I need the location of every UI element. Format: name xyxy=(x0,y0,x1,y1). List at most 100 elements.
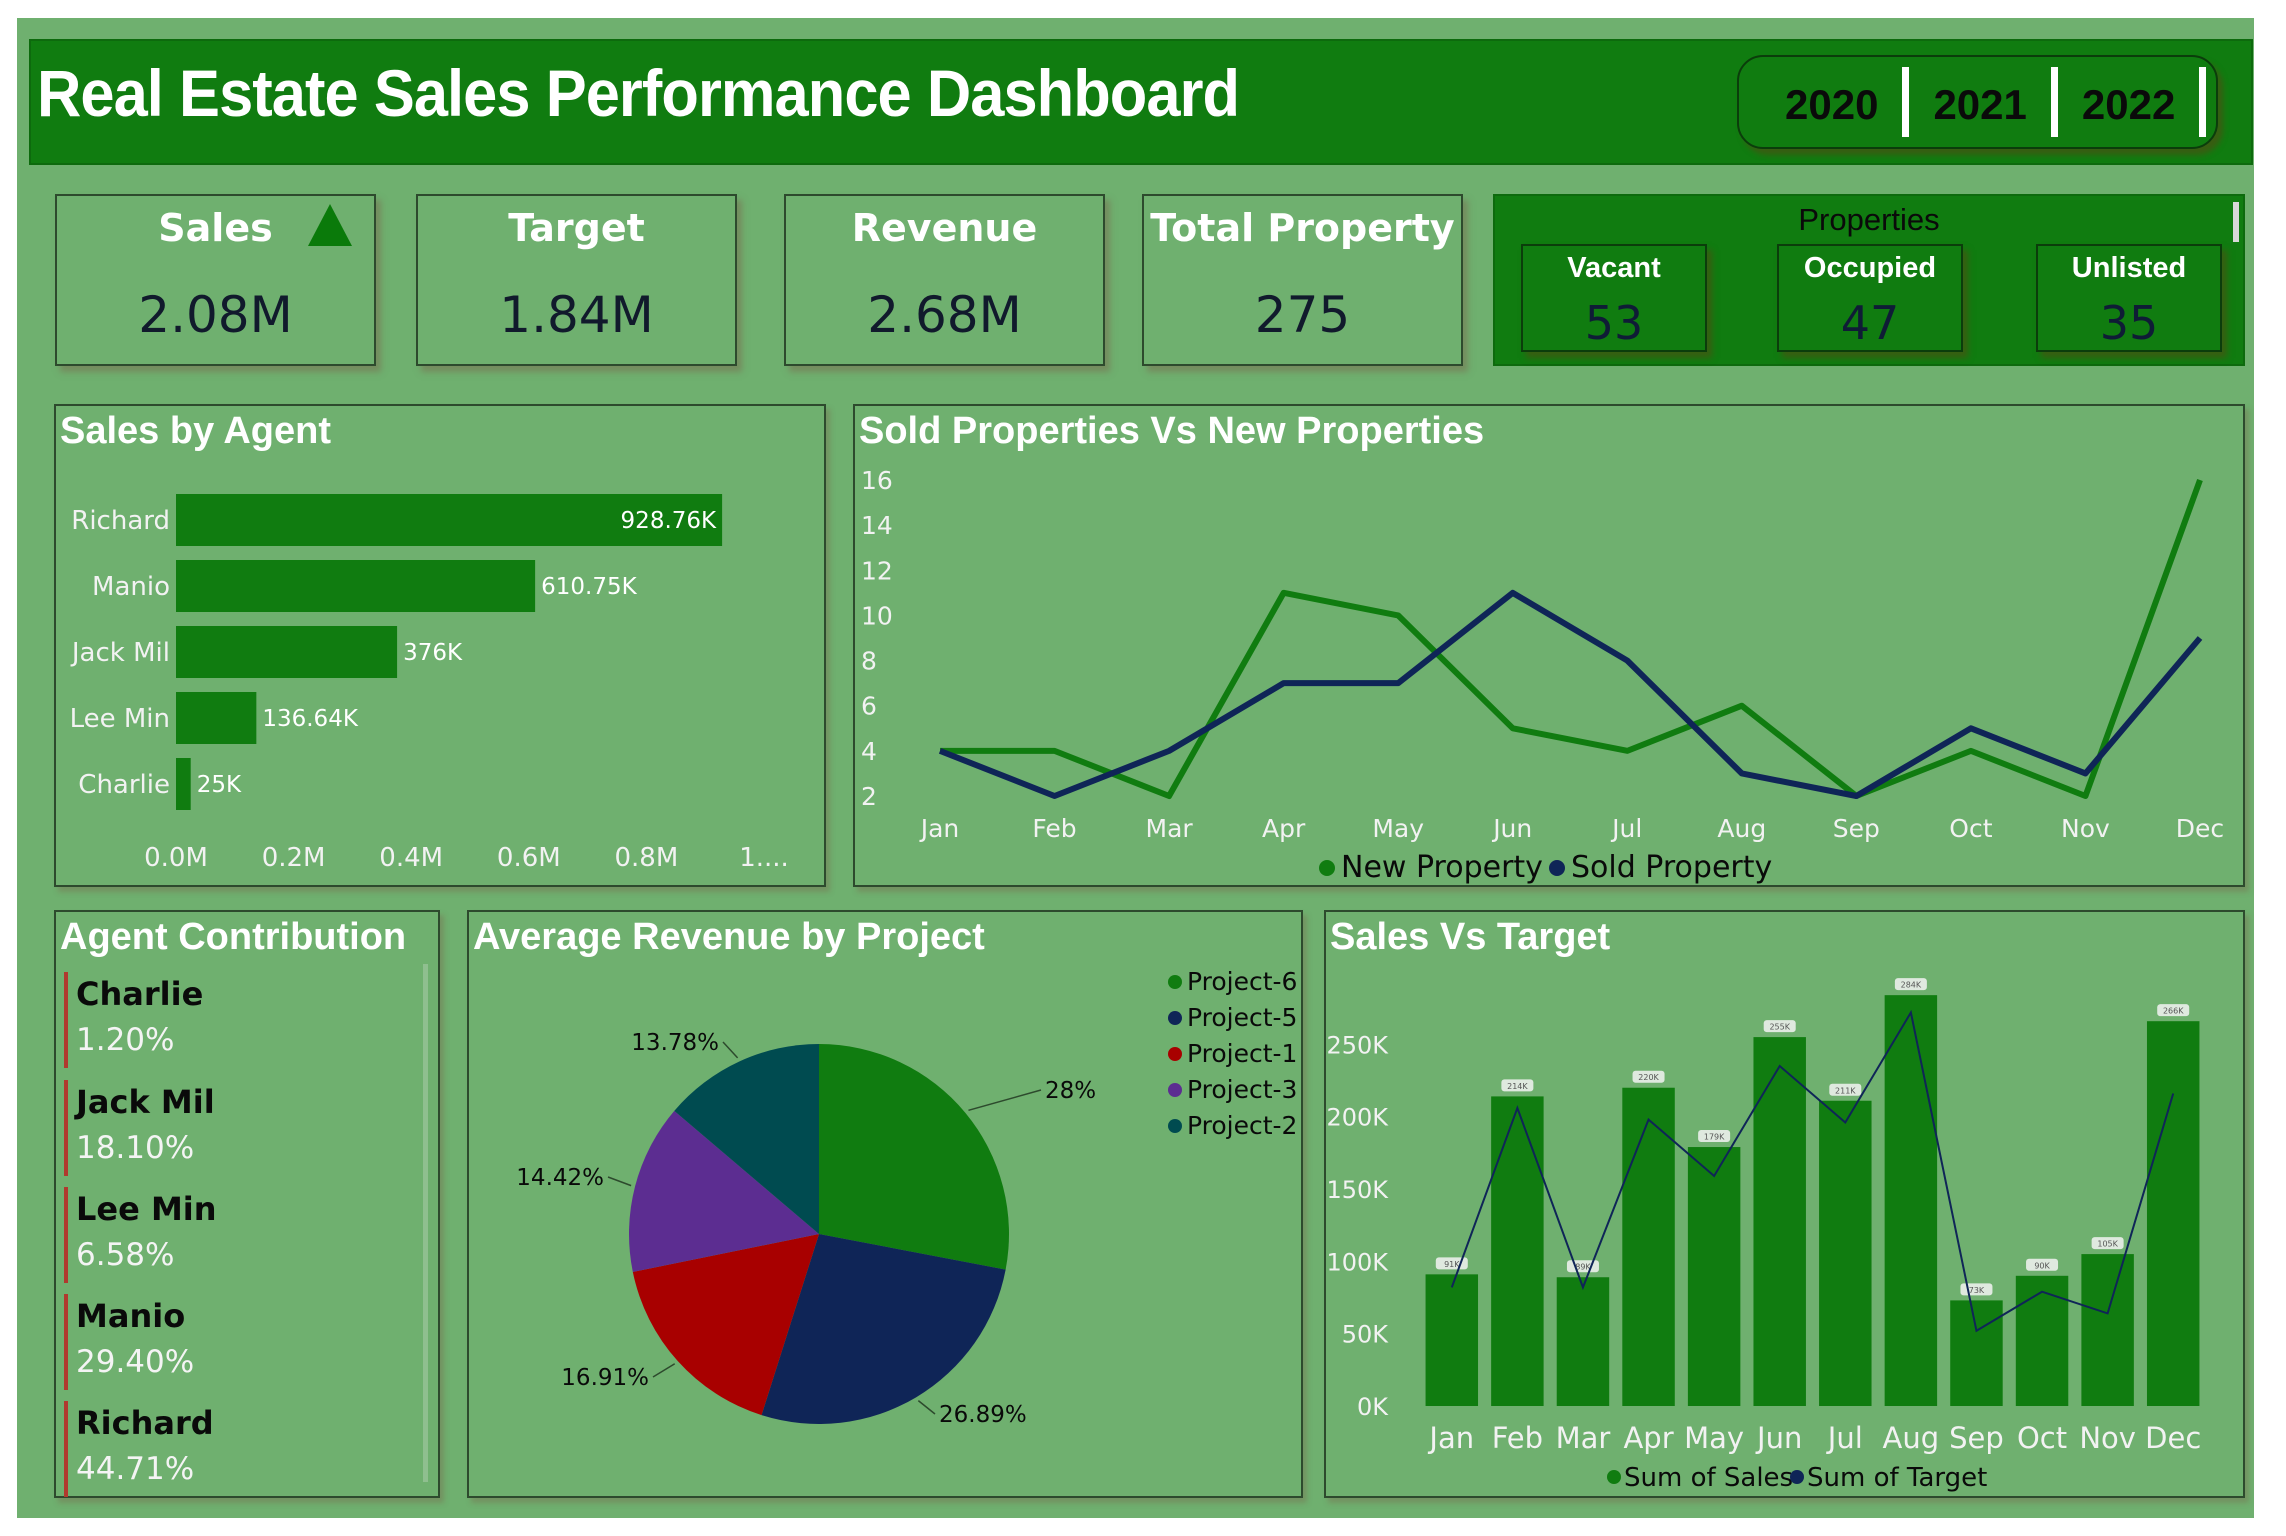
agent-pct: 18.10% xyxy=(76,1130,195,1166)
y-tick-label: 250K xyxy=(1326,1031,1389,1059)
agent-pct: 1.20% xyxy=(76,1022,175,1058)
x-tick-label: Apr xyxy=(1623,1421,1673,1455)
data-label-box xyxy=(2026,1258,2059,1271)
panel-title: Agent Contribution xyxy=(60,916,407,958)
bar xyxy=(176,494,723,546)
leader-line xyxy=(607,1176,632,1187)
x-tick-label: 0.2M xyxy=(262,843,326,873)
year-slicer: 2020 2021 2022 xyxy=(1737,55,2218,149)
bar xyxy=(2015,1275,2069,1406)
properties-panel: Properties Vacant 53 Occupied 47 Unliste… xyxy=(1493,194,2245,366)
data-label: 73K xyxy=(1969,1286,1985,1295)
category-label: Manio xyxy=(92,572,170,602)
legend-label: Project-5 xyxy=(1187,1003,1297,1032)
kpi-value: 1.84M xyxy=(499,286,654,344)
pie-slice xyxy=(632,1234,819,1416)
legend-marker xyxy=(1319,860,1335,876)
x-tick-label: Jun xyxy=(1755,1421,1802,1455)
y-tick-label: 100K xyxy=(1326,1248,1389,1276)
y-tick-label: 12 xyxy=(861,556,893,585)
kpi-value: 2.68M xyxy=(867,286,1022,344)
legend-label: Project-2 xyxy=(1187,1111,1297,1140)
category-label: Lee Min xyxy=(70,704,170,734)
legend-label: Sum of Target xyxy=(1807,1463,1987,1493)
property-card-unlisted: Unlisted 35 xyxy=(2036,244,2222,352)
bar xyxy=(176,560,536,612)
property-label: Occupied xyxy=(1803,252,1937,284)
year-option-2022[interactable]: 2022 xyxy=(2082,67,2207,137)
year-option-2021[interactable]: 2021 xyxy=(1933,67,2058,137)
x-tick-label: Sep xyxy=(1833,814,1880,843)
bar xyxy=(176,758,191,810)
kpi-card-sales: Sales 2.08M xyxy=(55,194,376,366)
data-label: 376K xyxy=(403,640,463,666)
y-tick-label: 150K xyxy=(1326,1176,1389,1204)
x-tick-label: Dec xyxy=(2176,814,2224,843)
legend-marker xyxy=(1168,1119,1182,1133)
sold-vs-new-chart: 2 4 6 8 10 12 14 16 Jan Feb Mar Apr May Jun Jul Aug Sep O… xyxy=(861,466,2224,885)
y-tick-label: 2 xyxy=(861,782,877,811)
legend-marker xyxy=(1168,975,1182,989)
properties-scrollbar[interactable] xyxy=(2233,202,2239,242)
data-label: 928.76K xyxy=(621,508,717,534)
agent-name: Lee Min xyxy=(76,1190,217,1228)
x-tick-label: May xyxy=(1684,1421,1744,1455)
x-tick-label: 0.8M xyxy=(615,843,679,873)
y-tick-label: 14 xyxy=(861,511,893,540)
kpi-label: Revenue xyxy=(851,206,1038,250)
legend-label: Project-6 xyxy=(1187,967,1297,996)
contribution-item[interactable]: Jack Mil 18.10% xyxy=(64,1080,366,1176)
data-label-box xyxy=(1698,1130,1731,1143)
agent-name: Charlie xyxy=(76,975,204,1013)
kpi-card-revenue: Revenue 2.68M xyxy=(784,194,1105,366)
kpi-card-total-property: Total Property 275 xyxy=(1142,194,1463,366)
leader-line xyxy=(722,1041,739,1059)
bar xyxy=(176,626,398,678)
contribution-item[interactable]: Richard 44.71% xyxy=(64,1401,366,1497)
y-tick-label: 200K xyxy=(1326,1104,1389,1132)
leader-line xyxy=(652,1363,676,1378)
leader-line xyxy=(968,1089,1042,1112)
contribution-scrollbar[interactable] xyxy=(423,964,428,1482)
data-label: 91K xyxy=(1444,1260,1460,1269)
avg-revenue-panel: Average Revenue by Project 28% 26.89% 16.9… xyxy=(467,910,1303,1498)
slice-label: 13.78% xyxy=(631,1030,719,1056)
data-label: 266K xyxy=(2163,1007,2184,1016)
x-tick-label: Mar xyxy=(1556,1421,1611,1455)
x-tick-label: 0.0M xyxy=(144,843,208,873)
data-label: 284K xyxy=(1901,981,1922,990)
bar xyxy=(1950,1300,2003,1406)
bar xyxy=(1556,1277,1610,1406)
legend-marker xyxy=(1549,860,1565,876)
bar xyxy=(176,692,257,744)
x-tick-label: Aug xyxy=(1883,1421,1940,1455)
bar xyxy=(1491,1096,1544,1406)
property-value: 47 xyxy=(1840,296,1900,350)
x-tick-label: Nov xyxy=(2079,1421,2136,1455)
x-tick-label: Jul xyxy=(1826,1421,1863,1455)
data-label-box xyxy=(1763,1020,1796,1033)
agent-pct: 6.58% xyxy=(76,1237,175,1273)
data-label: 90K xyxy=(2034,1261,2050,1270)
legend-marker xyxy=(1168,1047,1182,1061)
x-tick-label: Dec xyxy=(2145,1421,2201,1455)
data-label: 255K xyxy=(1769,1023,1790,1032)
slice-label: 14.42% xyxy=(516,1165,604,1191)
kpi-label: Target xyxy=(508,206,645,250)
agent-name: Jack Mil xyxy=(76,1083,215,1121)
agent-contribution-panel: Agent Contribution Charlie 1.20% Jack Mi… xyxy=(54,910,440,1498)
contribution-item[interactable]: Manio 29.40% xyxy=(64,1294,366,1390)
data-label: 89K xyxy=(1575,1263,1591,1272)
bar xyxy=(1819,1100,1872,1406)
y-tick-label: 8 xyxy=(861,647,877,676)
chart-title: Sales by Agent xyxy=(60,410,332,452)
contribution-item[interactable]: Charlie 1.20% xyxy=(64,972,366,1068)
contribution-item[interactable]: Lee Min 6.58% xyxy=(64,1187,366,1283)
bar xyxy=(1687,1147,1741,1406)
y-tick-label: 0K xyxy=(1357,1393,1389,1421)
year-option-2020[interactable]: 2020 xyxy=(1785,67,1910,137)
x-tick-label: Feb xyxy=(1032,814,1076,843)
legend-marker xyxy=(1607,1470,1621,1484)
slice-label: 26.89% xyxy=(939,1402,1027,1428)
agent-pct: 29.40% xyxy=(76,1344,195,1380)
